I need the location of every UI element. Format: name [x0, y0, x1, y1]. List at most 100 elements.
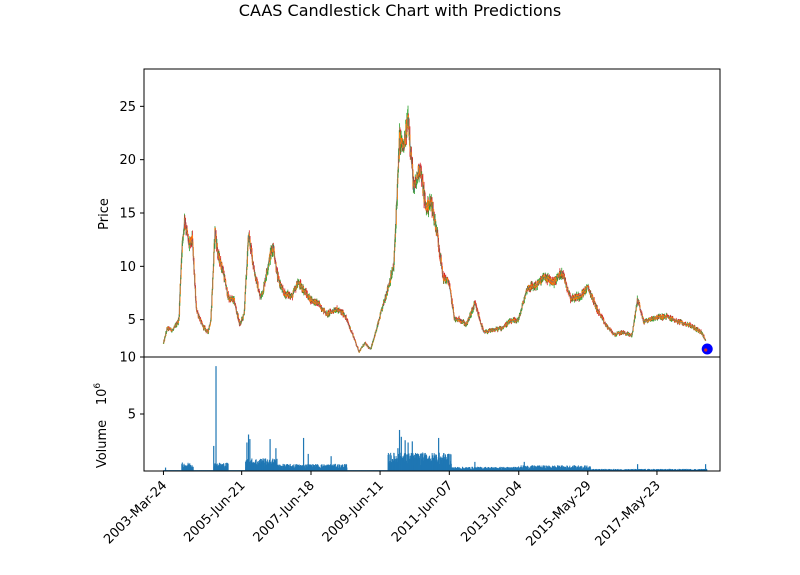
candle-body [251, 252, 253, 255]
candle-body [542, 276, 545, 277]
volume-spike-bar [213, 445, 215, 471]
volume-bar [288, 465, 290, 471]
volume-bar [427, 458, 429, 471]
candle-body [233, 298, 236, 305]
candle-body [372, 341, 374, 343]
volume-bar [516, 466, 518, 471]
volume-bar [619, 469, 621, 471]
volume-bar [422, 452, 424, 471]
volume-bar [702, 469, 704, 471]
volume-spike-bar [400, 436, 402, 471]
volume-bar [686, 469, 688, 471]
volume-y-ticks: 5 10 [119, 351, 144, 423]
volume-bar [681, 469, 683, 471]
close-trend-line [163, 116, 706, 353]
volume-bar [466, 467, 468, 471]
volume-bar [483, 467, 485, 471]
volume-bar [445, 455, 447, 471]
volume-bar [687, 468, 689, 471]
candle-body [593, 299, 595, 302]
prediction-inner-mark [704, 348, 708, 352]
volume-bar [459, 467, 461, 471]
volume-spike-bar [269, 439, 271, 471]
candle-body [186, 231, 189, 235]
candle-body [452, 305, 454, 308]
volume-bar [600, 469, 602, 471]
volume-spike-bar [215, 366, 217, 471]
volume-bar [223, 463, 225, 471]
volume-bar [262, 458, 264, 471]
volume-bar [189, 463, 191, 471]
candle-body [468, 317, 471, 319]
candle-body [170, 328, 172, 331]
volume-bar [252, 462, 254, 471]
price-y-tick-label: 5 [128, 313, 136, 328]
candle-body [638, 302, 641, 306]
candle-body [449, 288, 451, 290]
candle-body [370, 346, 372, 349]
candle-body [556, 275, 559, 278]
volume-bar [571, 466, 573, 471]
candle-body [478, 314, 480, 318]
volume-bar [530, 466, 532, 471]
volume-bar [283, 464, 285, 471]
candle-body [591, 294, 593, 296]
volume-spike-bar [704, 464, 707, 471]
candle-body [502, 326, 504, 328]
volume-bar [484, 467, 486, 471]
price-y-tick-label: 20 [119, 153, 136, 168]
volume-bar [522, 465, 524, 471]
volume-bar [388, 454, 390, 471]
volume-bar [706, 469, 708, 471]
volume-bar [481, 467, 483, 471]
candle-body [186, 228, 188, 232]
volume-spike-bar [246, 442, 248, 471]
candle-body [292, 290, 295, 292]
prediction-marks [701, 343, 713, 355]
volume-bar [429, 455, 431, 471]
volume-bar [700, 469, 702, 471]
volume-bar [280, 465, 282, 471]
volume-bar [245, 461, 247, 471]
volume-bar [665, 469, 667, 471]
volume-bar [334, 463, 336, 471]
candle-body [374, 335, 376, 337]
volume-bar [585, 466, 587, 471]
volume-bar [419, 453, 421, 471]
volume-bar [500, 467, 502, 471]
volume-spike-bar [275, 448, 277, 471]
volume-bar [276, 458, 278, 471]
volume-bar [493, 467, 495, 471]
chart-title: CAAS Candlestick Chart with Predictions [239, 1, 561, 20]
volume-bar [643, 469, 645, 471]
candle-body [592, 295, 594, 300]
volume-bar [683, 469, 685, 471]
candle-body [648, 318, 651, 320]
volume-bar [454, 466, 456, 471]
volume-bar [595, 468, 597, 471]
candle-body [441, 266, 443, 274]
volume-bar [438, 452, 440, 471]
candle-body [613, 332, 615, 334]
volume-spike-bar [636, 464, 639, 471]
candle-body [578, 295, 580, 299]
candle-body [323, 309, 326, 312]
candle-body [575, 295, 577, 299]
volume-bar [315, 464, 317, 471]
volume-bar [317, 465, 319, 471]
volume-y-label-group: Volume 106 [93, 383, 110, 469]
volume-bar [226, 462, 228, 471]
candle-body [543, 274, 545, 278]
volume-plot-frame [143, 356, 721, 472]
volume-bar [534, 465, 536, 471]
volume-bar [650, 469, 652, 471]
candle-body [273, 248, 275, 253]
volume-bar [592, 469, 594, 471]
volume-bar [544, 466, 546, 471]
candle-body [655, 318, 657, 319]
candle-body [189, 239, 191, 244]
volume-plot-area [144, 357, 720, 471]
volume-bar [492, 467, 494, 471]
price-panel: 5 10 15 20 25 Price [97, 68, 721, 358]
